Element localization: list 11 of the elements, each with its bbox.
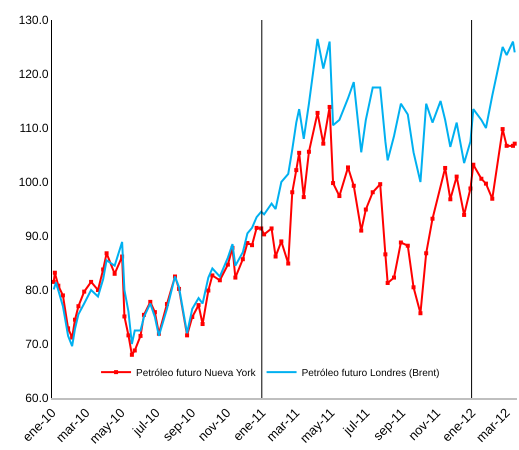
y-tick-label: 80.0: [25, 283, 49, 298]
y-tick-label: 100.0: [18, 175, 49, 190]
legend-label: Petróleo futuro Londres (Brent): [302, 368, 440, 380]
y-tick-label: 90.0: [25, 229, 49, 244]
line-series: [52, 38, 516, 348]
y-tick-label: 110.0: [19, 121, 49, 136]
y-tick-label: 70.0: [25, 337, 49, 352]
y-tick-label: 130.0: [18, 13, 49, 28]
legend-label: Petróleo futuro Nueva York: [136, 368, 257, 380]
y-tick-label: 120.0: [18, 67, 49, 82]
y-tick-label: 60.0: [25, 391, 49, 406]
